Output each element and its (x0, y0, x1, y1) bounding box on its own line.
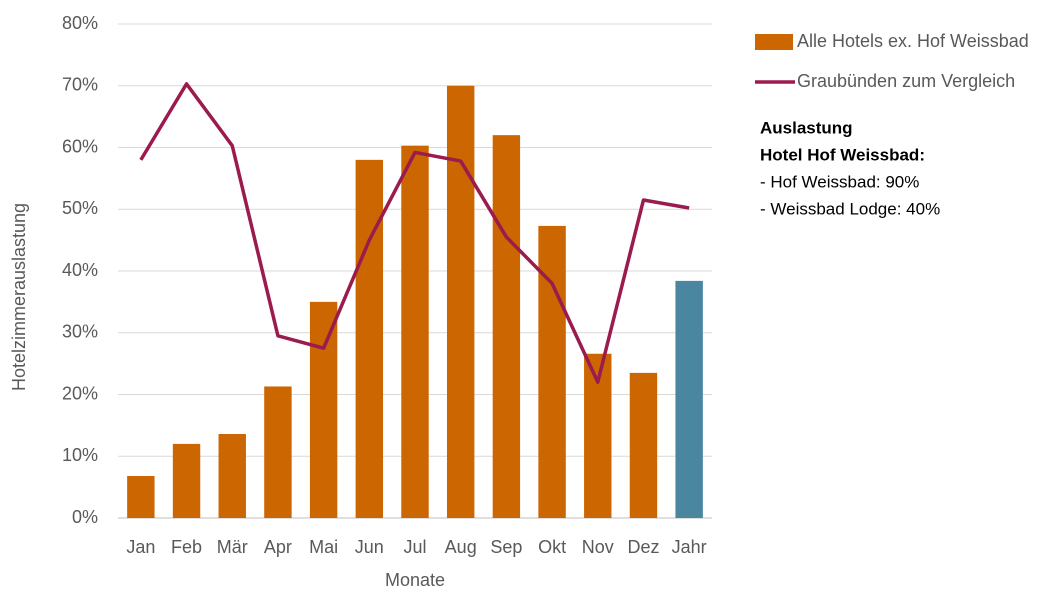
y-tick-label: 50% (62, 198, 98, 218)
bar (218, 434, 246, 518)
x-tick-label: Okt (538, 537, 566, 557)
x-tick-label: Jun (355, 537, 384, 557)
legend-swatch (755, 34, 793, 50)
line (139, 82, 690, 384)
y-tick-label: 80% (62, 13, 98, 33)
y-tick-label: 0% (72, 507, 98, 527)
annotation-line: Hotel Hof Weissbad: (760, 145, 925, 164)
bar (629, 372, 658, 518)
y-tick-label: 30% (62, 322, 98, 342)
x-tick-label: Apr (264, 537, 292, 557)
x-tick-label: Jul (403, 537, 426, 557)
y-tick-label: 70% (62, 75, 98, 95)
legend-label: Alle Hotels ex. Hof Weissbad (797, 31, 1029, 51)
x-tick-label: Feb (171, 537, 202, 557)
x-tick-label: Dez (627, 537, 659, 557)
bar (675, 280, 703, 518)
y-axis-title: Hotelzimmerauslastung (9, 203, 29, 391)
bar (401, 145, 429, 518)
y-tick-label: 40% (62, 260, 98, 280)
x-axis-title: Monate (385, 570, 445, 589)
x-tick-label: Jan (126, 537, 155, 557)
bar (446, 85, 475, 518)
bar (355, 159, 384, 518)
x-tick-label: Mär (217, 537, 248, 557)
x-tick-label: Sep (490, 537, 522, 557)
bar (127, 476, 155, 518)
x-tick-label: Aug (445, 537, 477, 557)
x-tick-label: Jahr (672, 537, 707, 557)
legend-label: Graubünden zum Vergleich (797, 71, 1015, 91)
bar (538, 225, 566, 519)
bar (492, 135, 521, 518)
annotation-line: - Weissbad Lodge: 40% (760, 199, 940, 218)
x-tick-label: Nov (582, 537, 614, 557)
y-tick-label: 60% (62, 136, 98, 156)
annotation-line: Auslastung (760, 118, 853, 137)
y-tick-label: 10% (62, 445, 98, 465)
annotation-line: - Hof Weissbad: 90% (760, 172, 919, 191)
y-tick-label: 20% (62, 383, 98, 403)
bar (172, 443, 201, 518)
bar (309, 301, 338, 518)
x-tick-label: Mai (309, 537, 338, 557)
bar (264, 386, 292, 518)
